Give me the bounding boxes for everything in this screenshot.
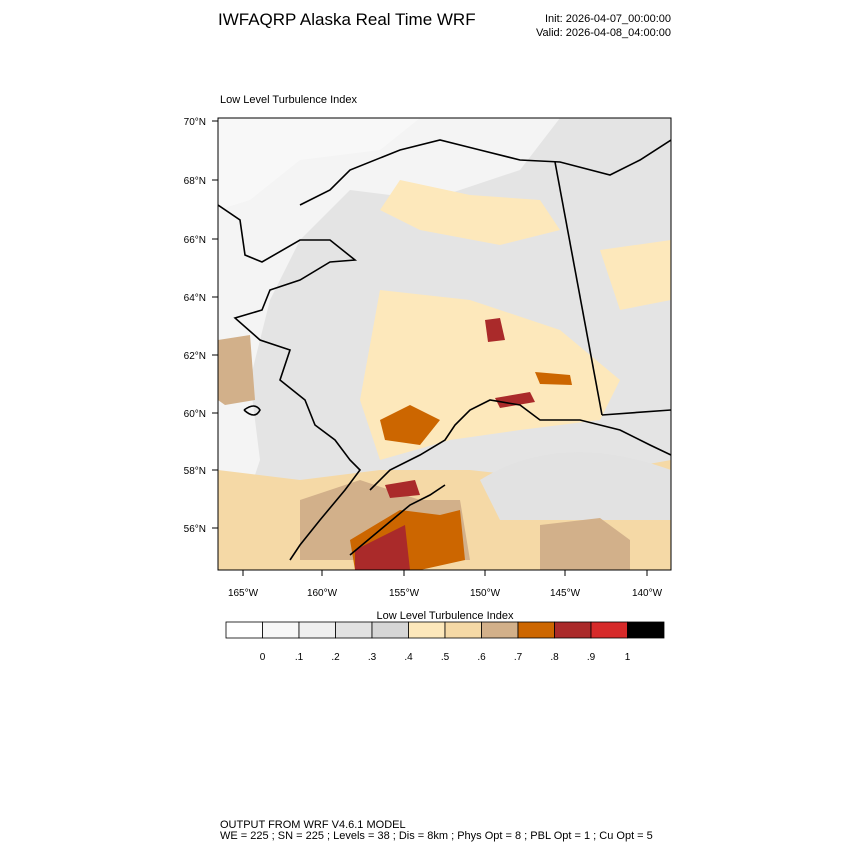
lat-label: 68°N <box>184 176 206 187</box>
colorbar-label: .1 <box>295 652 304 663</box>
colorbar-box <box>225 621 263 639</box>
lon-label: 150°W <box>470 588 501 599</box>
colorbar-label: .9 <box>587 652 596 663</box>
colorbar-box <box>590 621 628 639</box>
map-frame <box>217 117 672 571</box>
colorbar-box <box>627 621 665 639</box>
colorbar-label: .4 <box>404 652 413 663</box>
colorbar-box <box>517 621 555 639</box>
init-time: Init: 2026-04-07_00:00:00 <box>545 13 671 25</box>
footer-line: WE = 225 ; SN = 225 ; Levels = 38 ; Dis … <box>220 830 653 842</box>
colorbar-label: .8 <box>550 652 559 663</box>
colorbar-box <box>408 621 446 639</box>
colorbar-box <box>262 621 300 639</box>
lat-label: 62°N <box>184 351 206 362</box>
colorbar-label: .5 <box>441 652 450 663</box>
colorbar-box <box>444 621 482 639</box>
colorbar-box <box>371 621 409 639</box>
colorbar-box <box>298 621 336 639</box>
lon-label: 140°W <box>632 588 663 599</box>
map-title: Low Level Turbulence Index <box>220 94 357 106</box>
lat-label: 60°N <box>184 409 206 420</box>
colorbar-box <box>481 621 519 639</box>
colorbar-label: .6 <box>477 652 486 663</box>
lon-label: 160°W <box>307 588 338 599</box>
footer-line: OUTPUT FROM WRF V4.6.1 MODEL <box>220 819 406 831</box>
colorbar-label: .7 <box>514 652 523 663</box>
colorbar-label: 1 <box>625 652 631 663</box>
lat-label: 58°N <box>184 466 206 477</box>
lon-label: 155°W <box>389 588 420 599</box>
colorbar-label: .2 <box>331 652 340 663</box>
lat-label: 56°N <box>184 524 206 535</box>
lat-label: 64°N <box>184 293 206 304</box>
colorbar-box <box>335 621 373 639</box>
title: IWFAQRP Alaska Real Time WRF <box>218 10 476 29</box>
colorbar-label: 0 <box>260 652 266 663</box>
colorbar-title: Low Level Turbulence Index <box>377 610 514 622</box>
lon-label: 145°W <box>550 588 581 599</box>
lat-label: 70°N <box>184 117 206 128</box>
colorbar-label: .3 <box>368 652 377 663</box>
map-field <box>218 118 671 570</box>
lat-label: 66°N <box>184 235 206 246</box>
lon-label: 165°W <box>228 588 259 599</box>
valid-time: Valid: 2026-04-08_04:00:00 <box>536 27 671 39</box>
colorbar-box <box>554 621 592 639</box>
